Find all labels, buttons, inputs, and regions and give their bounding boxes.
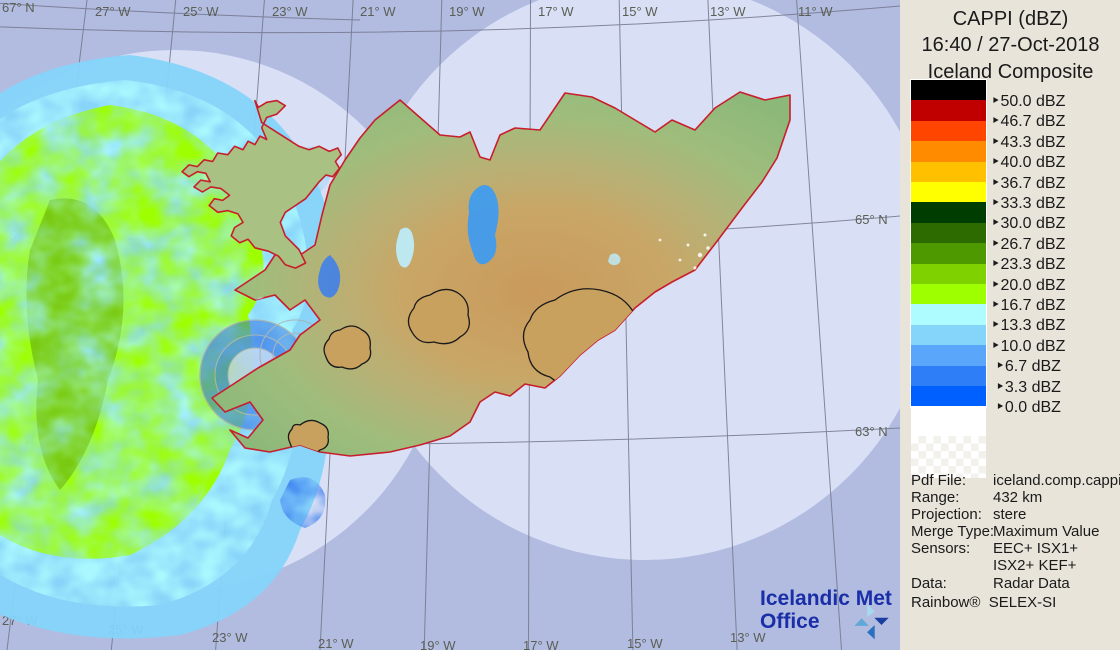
- svg-text:Office: Office: [760, 610, 820, 633]
- svg-text:21° W: 21° W: [318, 636, 354, 650]
- svg-text:65° N: 65° N: [855, 212, 888, 227]
- svg-text:27° W: 27° W: [95, 4, 131, 19]
- svg-text:25° W: 25° W: [183, 4, 219, 19]
- svg-text:19° W: 19° W: [449, 4, 485, 19]
- svg-text:13° W: 13° W: [710, 4, 746, 19]
- svg-text:23° W: 23° W: [272, 4, 308, 19]
- svg-text:17° W: 17° W: [523, 638, 559, 650]
- svg-text:11° W: 11° W: [798, 4, 833, 19]
- svg-text:17° W: 17° W: [538, 4, 574, 19]
- svg-text:15° W: 15° W: [622, 4, 658, 19]
- svg-text:19° W: 19° W: [420, 638, 456, 650]
- svg-text:21° W: 21° W: [360, 4, 396, 19]
- svg-text:Icelandic Met: Icelandic Met: [760, 587, 892, 610]
- svg-text:15° W: 15° W: [627, 636, 663, 650]
- svg-text:67° N: 67° N: [2, 0, 35, 15]
- svg-text:23° W: 23° W: [212, 630, 248, 645]
- svg-text:63° N: 63° N: [855, 424, 888, 439]
